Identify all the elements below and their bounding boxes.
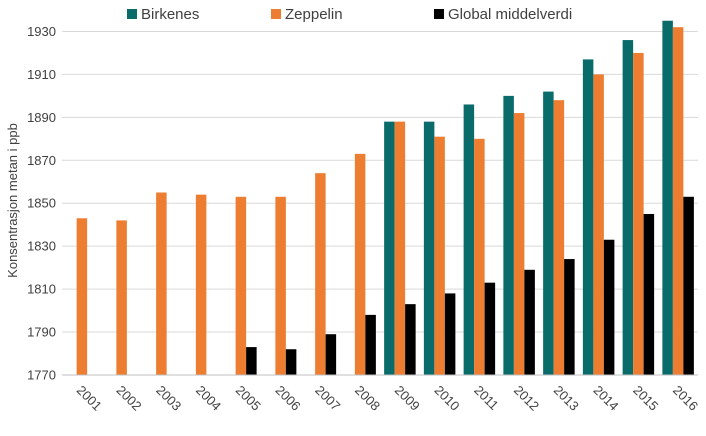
x-tick-label: 2002 <box>114 383 145 414</box>
legend-label: Global middelverdi <box>448 6 572 23</box>
bar-global-middelverdi <box>484 282 496 375</box>
bars <box>76 20 694 376</box>
x-tick-label: 2011 <box>471 383 501 413</box>
legend-swatch <box>271 9 281 19</box>
bar-zeppelin <box>474 138 485 375</box>
bar-global-middelverdi <box>444 293 456 375</box>
bar-zeppelin <box>513 113 525 375</box>
bar-zeppelin <box>275 196 286 375</box>
y-tick-label: 1810 <box>27 282 56 297</box>
bar-zeppelin <box>434 136 445 375</box>
bar-birkenes <box>503 95 514 375</box>
x-tick-label: 2012 <box>511 383 542 414</box>
x-tick-label: 2005 <box>233 383 264 414</box>
bar-zeppelin <box>354 153 366 375</box>
x-tick-label: 2009 <box>392 383 423 414</box>
y-tick-label: 1830 <box>27 239 56 254</box>
y-tick-label: 1930 <box>27 24 56 39</box>
y-axis-label: Konsentrasjon metan i ppb <box>5 123 20 278</box>
legend: Birkenes Zeppelin Global middelverdi <box>127 6 572 23</box>
bar-birkenes <box>622 40 634 375</box>
bar-global-middelverdi <box>603 239 615 375</box>
legend-swatch <box>434 9 444 19</box>
bar-birkenes <box>463 104 475 376</box>
x-tick-label: 2004 <box>193 383 224 414</box>
bar-zeppelin <box>76 218 88 375</box>
x-tick-label: 2007 <box>312 383 343 414</box>
bar-zeppelin <box>116 220 127 375</box>
x-tick-label: 2006 <box>273 383 304 414</box>
bar-birkenes <box>582 59 594 375</box>
x-tick-label: 2014 <box>591 383 622 414</box>
bar-birkenes <box>662 20 673 376</box>
bar-zeppelin <box>633 52 644 376</box>
bar-global-middelverdi <box>365 314 376 375</box>
bar-global-middelverdi <box>325 334 337 375</box>
x-tick-label: 2010 <box>432 383 463 414</box>
legend-swatch <box>127 9 137 19</box>
bar-zeppelin <box>394 121 406 375</box>
gridlines <box>62 30 698 333</box>
y-tick-labels: 1770 1790 1810 1830 1850 1870 1890 1910 1930 <box>27 24 56 383</box>
y-tick-label: 1870 <box>27 153 56 168</box>
bar-zeppelin <box>315 173 326 375</box>
bar-global-middelverdi <box>524 269 535 375</box>
bar-global-middelverdi <box>246 347 257 375</box>
y-tick-label: 1890 <box>27 110 56 125</box>
x-tick-label: 2008 <box>352 383 383 414</box>
bar-zeppelin <box>235 196 247 375</box>
y-tick-label: 1910 <box>27 67 56 82</box>
bar-birkenes <box>384 121 395 375</box>
x-tick-labels: 2001 2002 2003 2004 2005 2006 2007 2008 2009 2010… <box>74 383 701 414</box>
bar-zeppelin <box>195 194 207 375</box>
bar-global-middelverdi <box>285 349 297 375</box>
y-tick-label: 1790 <box>27 325 56 340</box>
x-tick-label: 2013 <box>551 383 582 414</box>
y-tick-label: 1770 <box>27 368 56 383</box>
bar-global-middelverdi <box>564 259 575 375</box>
x-tick-label: 2001 <box>74 383 105 414</box>
bar-zeppelin <box>156 192 167 375</box>
bar-global-middelverdi <box>683 196 694 375</box>
legend-label: Zeppelin <box>285 6 343 23</box>
x-tick-label: 2015 <box>630 383 661 414</box>
x-tick-label: 2016 <box>670 383 701 414</box>
bar-global-middelverdi <box>405 304 416 375</box>
y-tick-label: 1850 <box>27 196 56 211</box>
bar-global-middelverdi <box>643 213 655 375</box>
bar-birkenes <box>543 91 554 376</box>
bar-birkenes <box>423 121 435 375</box>
bar-zeppelin <box>553 100 565 376</box>
legend-label: Birkenes <box>141 6 199 23</box>
bar-zeppelin <box>593 74 604 375</box>
bar-zeppelin <box>672 27 684 375</box>
x-tick-label: 2003 <box>153 383 184 414</box>
